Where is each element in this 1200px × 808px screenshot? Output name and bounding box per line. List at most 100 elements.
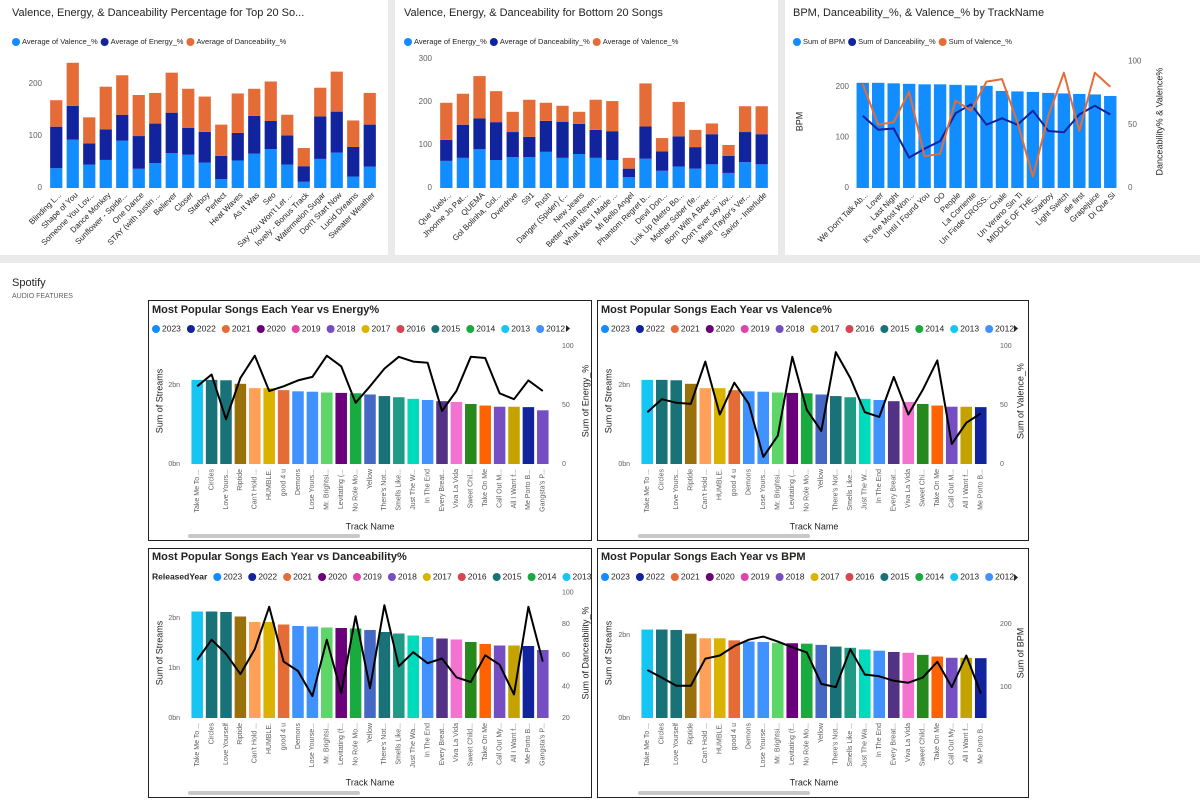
bar bbox=[220, 380, 232, 464]
legend-more-arrow[interactable] bbox=[566, 325, 570, 332]
legend-label: 2015 bbox=[503, 571, 522, 581]
x-tick-label: In The End bbox=[424, 469, 431, 503]
bar-segment bbox=[231, 93, 244, 133]
scrollbar[interactable] bbox=[638, 791, 810, 795]
bar bbox=[858, 398, 871, 464]
bar-segment bbox=[440, 160, 453, 188]
bar-segment bbox=[182, 88, 195, 128]
legend-marker bbox=[848, 38, 857, 46]
bar bbox=[191, 611, 203, 718]
legend-label: 2016 bbox=[855, 571, 874, 581]
bar-segment bbox=[50, 100, 63, 127]
x-tick-label: In The End bbox=[876, 723, 883, 757]
legend-more-arrow[interactable] bbox=[1014, 574, 1018, 581]
x-tick-label: Take On Me bbox=[934, 723, 941, 761]
bar-segment bbox=[50, 126, 63, 169]
bar bbox=[974, 658, 987, 718]
bar-segment bbox=[330, 152, 343, 188]
bar bbox=[436, 638, 448, 718]
x-tick-label: Smells Like... bbox=[847, 469, 854, 511]
x-tick-label: Call Out M... bbox=[949, 469, 956, 508]
legend-marker bbox=[283, 573, 292, 581]
x-axis-title: Track Name bbox=[790, 521, 839, 531]
bar-segment bbox=[149, 123, 162, 164]
legend-marker bbox=[810, 325, 819, 333]
bar bbox=[916, 654, 929, 718]
legend-label: 2020 bbox=[267, 323, 286, 333]
bar-segment bbox=[330, 111, 343, 153]
x-tick-label: All I Want f... bbox=[511, 723, 518, 762]
bar-segment bbox=[363, 166, 376, 188]
bar-segment bbox=[523, 136, 536, 158]
x-tick-label: Love Yourself bbox=[673, 723, 680, 765]
bar bbox=[713, 388, 726, 464]
bar-segment bbox=[281, 114, 294, 136]
y2-tick-label: 100 bbox=[562, 343, 574, 350]
x-tick-label: All I Want f... bbox=[963, 723, 970, 762]
y-axis-title: Sum of Streams bbox=[603, 620, 613, 685]
bar-segment bbox=[456, 157, 470, 188]
bar bbox=[263, 388, 275, 464]
legend-marker bbox=[601, 573, 609, 581]
legend-label: Sum of Danceability_% bbox=[858, 37, 936, 46]
x-tick-label: Circles bbox=[208, 469, 215, 491]
y-tick-label: 100 bbox=[29, 131, 43, 140]
bar bbox=[980, 85, 993, 188]
bar bbox=[858, 649, 871, 718]
bar-segment bbox=[215, 155, 228, 180]
bar-segment bbox=[639, 158, 652, 188]
bar bbox=[670, 629, 683, 718]
bar bbox=[655, 379, 668, 464]
x-tick-label: Every Breat... bbox=[439, 723, 446, 765]
legend-label: 2017 bbox=[821, 323, 840, 333]
bar bbox=[931, 405, 944, 464]
bar-segment bbox=[297, 166, 310, 182]
bar-segment bbox=[556, 121, 569, 158]
bar-segment bbox=[655, 151, 669, 171]
bar-segment bbox=[572, 111, 586, 124]
x-tick-label: good 4 u bbox=[731, 723, 738, 750]
bar-segment bbox=[149, 92, 162, 124]
y2-tick-label: 50 bbox=[562, 402, 570, 409]
legend-marker bbox=[950, 573, 959, 581]
legend-label: 2022 bbox=[646, 323, 665, 333]
bar bbox=[493, 645, 506, 718]
legend-marker bbox=[562, 573, 571, 581]
legend-label: Average of Danceability_% bbox=[500, 37, 590, 46]
scrollbar[interactable] bbox=[638, 534, 810, 538]
x-tick-label: Love Yours... bbox=[673, 469, 680, 510]
bar-segment bbox=[83, 164, 96, 188]
bar bbox=[800, 643, 813, 718]
bar-segment bbox=[705, 134, 719, 165]
x-axis-title: Track Name bbox=[790, 777, 839, 787]
legend-marker bbox=[387, 573, 396, 581]
bar bbox=[786, 392, 799, 464]
x-tick-label: Love Yours... bbox=[223, 469, 230, 510]
y2-tick-label: 0 bbox=[1000, 461, 1004, 468]
x-tick-label: Take Me To ... bbox=[644, 723, 651, 767]
bar-segment bbox=[539, 120, 553, 152]
bar-segment bbox=[66, 139, 79, 188]
bar-segment bbox=[99, 86, 112, 130]
bar bbox=[1088, 94, 1101, 188]
line bbox=[861, 71, 1111, 178]
x-tick-label: Me Porto B... bbox=[525, 469, 532, 510]
bar-segment bbox=[99, 159, 112, 188]
legend-label: 2022 bbox=[646, 571, 665, 581]
bar-segment bbox=[347, 120, 360, 147]
bar-segment bbox=[622, 157, 636, 169]
bar bbox=[249, 622, 261, 718]
legend-more-arrow[interactable] bbox=[1014, 325, 1018, 332]
legend-marker bbox=[396, 325, 405, 333]
y-tick-label: 1bn bbox=[168, 665, 180, 672]
bar bbox=[479, 644, 491, 718]
scrollbar[interactable] bbox=[188, 534, 360, 538]
legend-marker bbox=[501, 325, 510, 333]
bar-segment bbox=[705, 123, 719, 135]
legend-label: 2021 bbox=[681, 323, 700, 333]
bar-segment bbox=[639, 83, 652, 127]
scrollbar[interactable] bbox=[188, 791, 360, 795]
bar-segment bbox=[363, 124, 376, 167]
line bbox=[646, 635, 982, 694]
x-tick-label: Levitating (f... bbox=[789, 723, 796, 765]
